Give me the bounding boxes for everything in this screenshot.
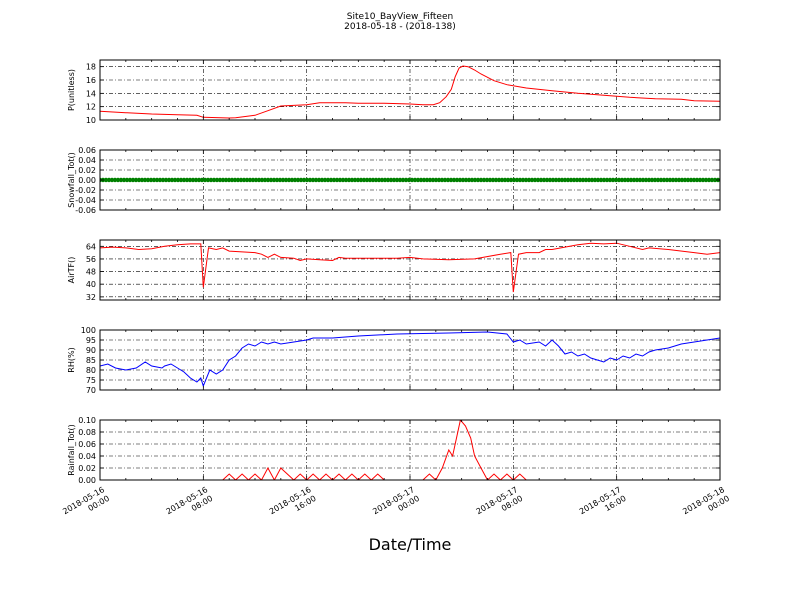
y-tick-label: 32 (86, 293, 96, 302)
y-tick-label: 16 (86, 76, 96, 85)
y-tick-label: 18 (86, 63, 96, 72)
y-tick-label: 100 (81, 326, 96, 335)
y-tick-label: 75 (86, 376, 96, 385)
y-tick-label: 12 (86, 103, 96, 112)
series-line-1 (100, 65, 720, 119)
y-tick-label: 0.04 (78, 156, 96, 165)
y-tick-label: 95 (86, 336, 96, 345)
y-tick-label: 0.10 (78, 416, 96, 425)
y-tick-label: -0.02 (75, 186, 96, 195)
y-tick-label: 40 (86, 280, 96, 289)
y-tick-label: 70 (86, 386, 96, 395)
y-tick-label: 0.06 (78, 440, 96, 449)
subplot-2: -0.06-0.04-0.020.000.020.040.06Snowfall_… (67, 146, 721, 215)
series-markers (100, 177, 720, 183)
y-tick-label: 80 (86, 366, 96, 375)
y-axis-label: Snowfall_Tot() (67, 152, 76, 208)
y-tick-label: 0.06 (78, 146, 96, 155)
y-axis-label: Rainfall_Tot() (67, 424, 76, 476)
y-tick-label: -0.06 (75, 206, 96, 215)
y-tick-label: 85 (86, 356, 96, 365)
y-tick-label: 48 (86, 268, 96, 277)
grid (99, 240, 721, 300)
y-tick-label: 0.00 (78, 476, 96, 485)
grid (99, 329, 721, 391)
y-axis-label: RH(%) (67, 347, 76, 372)
y-tick-label: 0.02 (78, 166, 96, 175)
series-line-3 (100, 242, 720, 293)
y-tick-label: 10 (86, 116, 96, 125)
subplots: 1012141618P(unitless)-0.06-0.04-0.020.00… (61, 59, 731, 516)
chart-title-line1: Site10_BayView_Fifteen (347, 12, 453, 22)
series-line-5 (100, 420, 720, 480)
y-tick-label: 0.04 (78, 452, 96, 461)
y-tick-label: 64 (86, 242, 96, 251)
y-tick-label: -0.04 (75, 196, 96, 205)
grid (99, 60, 721, 121)
y-tick-label: 0.00 (78, 176, 96, 185)
y-tick-label: 56 (86, 255, 96, 264)
y-tick-label: 0.02 (78, 464, 96, 473)
y-tick-label: 14 (86, 89, 96, 98)
x-axis-label: Date/Time (369, 535, 452, 554)
y-axis-label: P(unitless) (67, 69, 76, 111)
subplot-1: 10 12 14 16 18 P(unitless) (67, 59, 721, 125)
grid (99, 419, 721, 481)
y-tick-label: 0.08 (78, 428, 96, 437)
subplot-3: 32 40 48 56 64 AirTF() (67, 239, 721, 302)
y-axis-label: AirTF() (67, 257, 76, 284)
y-tick-label: 90 (86, 346, 96, 355)
chart-title-line2: 2018-05-18 - (2018-138) (344, 22, 456, 32)
series-line-4 (100, 331, 720, 388)
